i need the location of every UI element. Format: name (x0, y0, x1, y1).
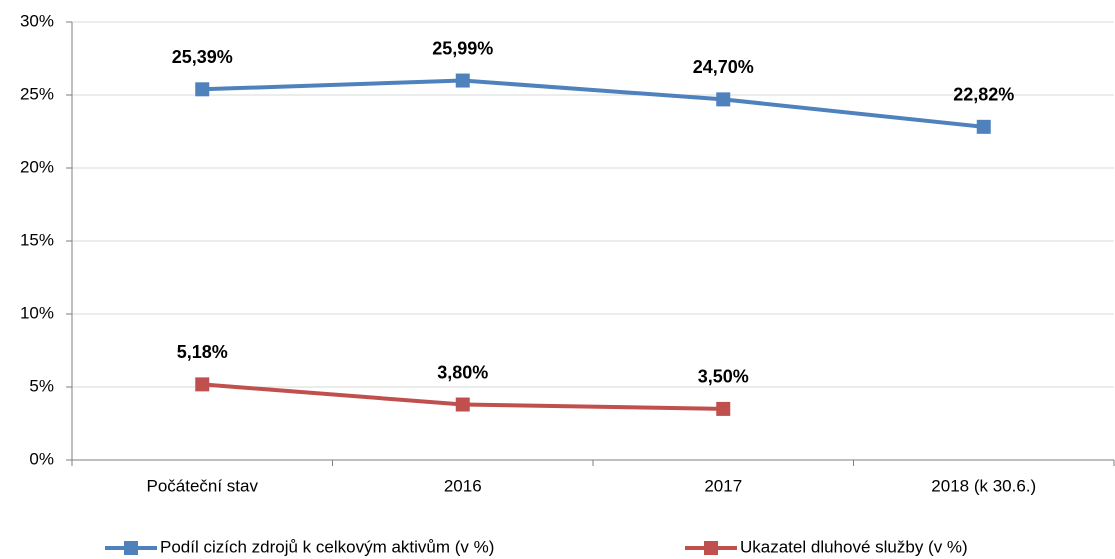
x-tick-label: 2017 (704, 476, 742, 495)
point-marker (455, 73, 470, 88)
point-marker (455, 397, 470, 412)
data-label: 24,70% (693, 57, 754, 77)
point-marker (716, 92, 731, 107)
series-line (202, 78, 984, 129)
legend-marker (704, 541, 718, 555)
x-tick-label: 2018 (k 30.6.) (931, 476, 1036, 495)
x-tick-label: 2016 (444, 476, 482, 495)
y-tick-label: 0% (29, 449, 54, 468)
data-label: 3,50% (698, 367, 749, 387)
point-marker (716, 401, 731, 416)
y-tick-label: 15% (20, 230, 54, 249)
y-tick-label: 20% (20, 157, 54, 176)
legend-marker (124, 541, 138, 555)
point-marker (976, 119, 991, 134)
data-label: 5,18% (177, 342, 228, 362)
x-tick-label: Počáteční stav (146, 476, 258, 495)
y-tick-label: 10% (20, 303, 54, 322)
y-tick-label: 30% (20, 11, 54, 30)
point-marker (195, 377, 210, 392)
data-label: 22,82% (953, 85, 1014, 105)
data-label: 25,39% (172, 47, 233, 67)
legend-label: Podíl cizích zdrojů k celkovým aktivům (… (160, 537, 494, 556)
point-marker (195, 82, 210, 97)
legend-label: Ukazatel dluhové služby (v %) (740, 537, 968, 556)
data-label: 25,99% (432, 38, 493, 58)
y-tick-label: 5% (29, 376, 54, 395)
data-label: 3,80% (437, 362, 488, 382)
y-tick-label: 25% (20, 84, 54, 103)
